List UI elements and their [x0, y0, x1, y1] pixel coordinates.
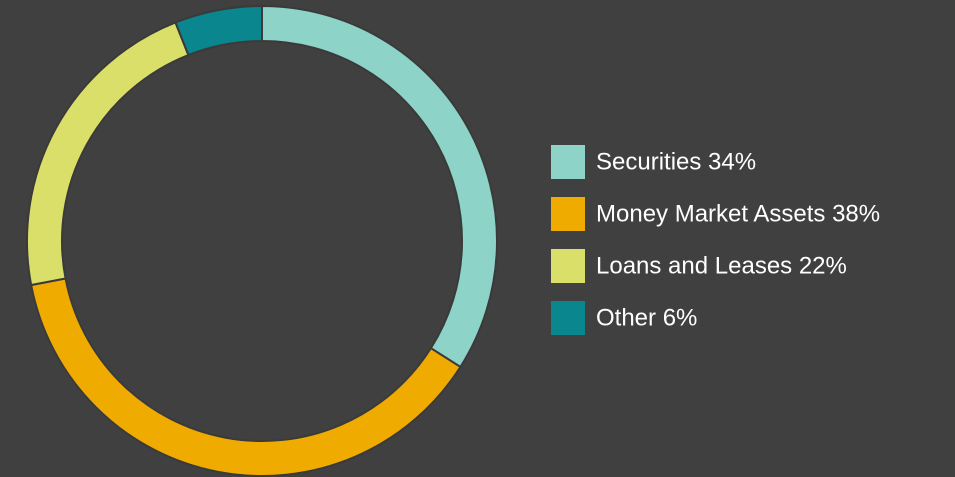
legend-label: Money Market Assets 38%: [596, 200, 880, 227]
donut-segment: [174, 4, 263, 57]
legend-label: Loans and Leases 22%: [596, 252, 847, 279]
legend-swatch: [551, 301, 585, 335]
legend-swatch: [551, 197, 585, 231]
legend-label: Other 6%: [596, 304, 697, 331]
legend-label: Securities 34%: [596, 148, 756, 175]
legend-swatch: [551, 249, 585, 283]
legend-swatch: [551, 145, 585, 179]
